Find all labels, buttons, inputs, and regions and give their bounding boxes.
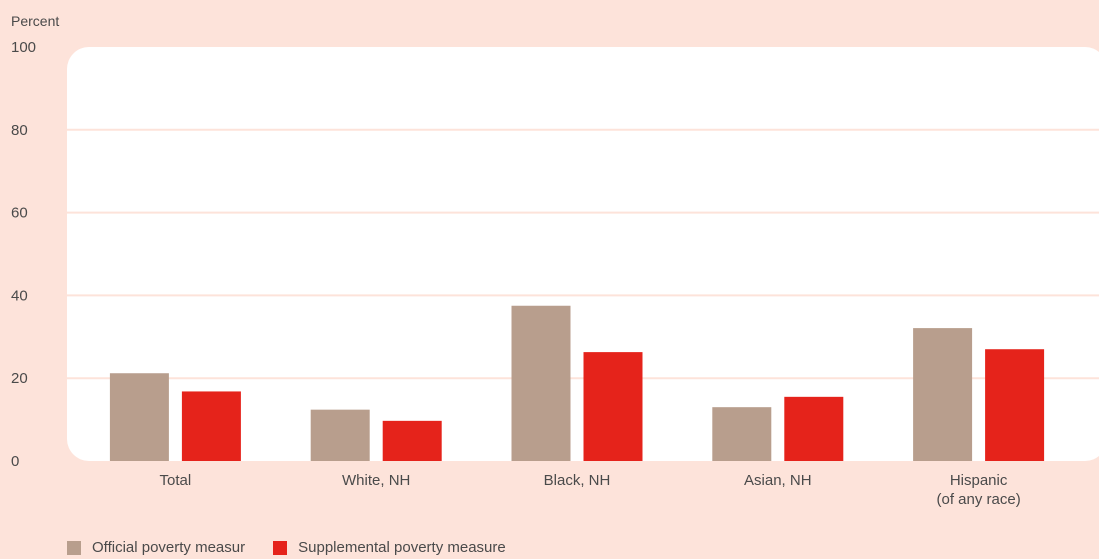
- y-axis: 0 20 40 60 80 100: [11, 39, 36, 470]
- legend-swatch-official: [67, 540, 81, 555]
- y-tick-label: 40: [11, 287, 28, 304]
- bar: [310, 409, 370, 461]
- y-axis-title: Percent: [11, 13, 59, 29]
- bar: [583, 352, 643, 461]
- legend-label-official: Official poverty measur: [92, 539, 246, 556]
- bar-chart: 0 20 40 60 80 100 Percent Total White, NH Black…: [11, 13, 1099, 508]
- bar: [382, 420, 442, 461]
- y-tick-label: 80: [11, 122, 28, 139]
- y-tick-label: 60: [11, 205, 28, 222]
- y-tick-label: 0: [11, 453, 19, 470]
- y-tick-label: 100: [11, 39, 36, 56]
- y-tick-label: 20: [11, 370, 28, 387]
- bar: [109, 373, 169, 461]
- plot-area: [67, 47, 1099, 461]
- x-tick-label: Asian, NH: [744, 472, 812, 489]
- bar: [985, 349, 1045, 461]
- x-tick-label: Hispanic (of any race): [936, 472, 1020, 508]
- bar: [913, 328, 973, 461]
- x-axis: Total White, NH Black, NH Asian, NH Hispanic…: [160, 472, 1021, 508]
- legend-swatch-supplemental: [273, 540, 288, 555]
- x-tick-label: White, NH: [342, 472, 410, 489]
- bars: [109, 305, 1045, 461]
- bar: [181, 391, 241, 461]
- x-tick-label: Black, NH: [544, 472, 611, 489]
- legend: Official poverty measur Supplemental pov…: [67, 539, 534, 556]
- x-tick-label: Total: [160, 472, 192, 489]
- legend-item-supplemental: Supplemental poverty measure: [273, 539, 506, 556]
- legend-item-official: Official poverty measur: [67, 539, 245, 556]
- bar: [511, 305, 571, 461]
- bar: [712, 407, 772, 461]
- bar: [784, 396, 844, 461]
- legend-label-supplemental: Supplemental poverty measure: [298, 539, 506, 556]
